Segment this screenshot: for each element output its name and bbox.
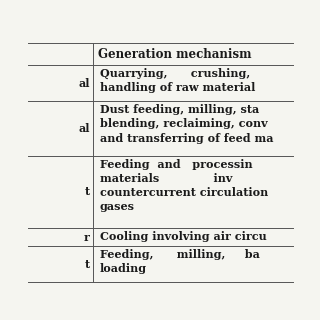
Text: r: r: [84, 232, 90, 243]
Text: Dust feeding, milling, sta
blending, reclaiming, conv
and transferring of feed m: Dust feeding, milling, sta blending, rec…: [100, 104, 273, 144]
Text: al: al: [78, 78, 90, 89]
Text: t: t: [84, 186, 90, 197]
Text: Generation mechanism: Generation mechanism: [98, 48, 252, 61]
Text: t: t: [84, 259, 90, 270]
Text: Cooling involving air circu: Cooling involving air circu: [100, 231, 266, 242]
Text: Feeding  and   processin
materials              inv
countercurrent circulation
g: Feeding and processin materials inv coun…: [100, 158, 268, 212]
Text: al: al: [78, 123, 90, 134]
Text: Feeding,      milling,     ba
loading: Feeding, milling, ba loading: [100, 249, 260, 274]
Text: Quarrying,      crushing,
handling of raw material: Quarrying, crushing, handling of raw mat…: [100, 68, 255, 93]
